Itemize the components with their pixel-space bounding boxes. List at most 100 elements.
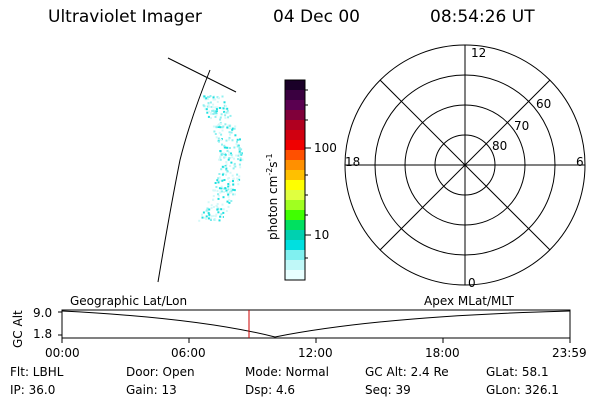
time-label: 08:54:26 UT bbox=[430, 7, 535, 27]
aurora-pixel bbox=[212, 206, 215, 208]
x-label-1200: 12:00 bbox=[298, 346, 333, 360]
aurora-pixel bbox=[217, 124, 220, 127]
colorbar-stripe bbox=[285, 180, 305, 191]
colorbar-frame bbox=[284, 79, 306, 281]
colorbar-stripe bbox=[285, 130, 305, 141]
aurora-pixel bbox=[219, 118, 222, 121]
aurora-pixel bbox=[236, 140, 238, 143]
aurora-pixel bbox=[230, 187, 233, 190]
aurora-pixel bbox=[234, 165, 237, 168]
aurora-pixel bbox=[212, 198, 215, 201]
aurora-pixel bbox=[213, 111, 216, 114]
aurora-pixel bbox=[239, 138, 241, 141]
aurora-emission bbox=[198, 95, 244, 222]
aurora-pixel bbox=[230, 152, 232, 155]
aurora-pixel bbox=[205, 108, 208, 111]
aurora-pixel bbox=[228, 151, 231, 154]
polar-ring-label-70: 70 bbox=[514, 119, 530, 133]
aurora-pixel bbox=[227, 111, 230, 114]
aurora-pixel bbox=[211, 109, 214, 112]
polar-label-6: 6 bbox=[576, 155, 584, 169]
aurora-pixel bbox=[218, 176, 221, 179]
aurora-pixel bbox=[233, 189, 236, 191]
aurora-pixel bbox=[225, 107, 227, 110]
aurora-pixel bbox=[210, 113, 213, 115]
aurora-pixel bbox=[230, 153, 233, 156]
aurora-pixel bbox=[221, 153, 224, 156]
aurora-pixel bbox=[221, 203, 224, 206]
aurora-pixel bbox=[233, 157, 235, 160]
aurora-pixel bbox=[219, 191, 222, 194]
aurora-pixel bbox=[218, 140, 220, 143]
date-label: 04 Dec 00 bbox=[273, 7, 360, 27]
aurora-pixel bbox=[221, 165, 224, 168]
aurora-pixel bbox=[203, 216, 206, 219]
aurora-pixel bbox=[237, 154, 240, 157]
aurora-pixel bbox=[236, 138, 239, 141]
aurora-pixel bbox=[233, 146, 236, 149]
aurora-pixel bbox=[218, 219, 221, 222]
ip-readout: IP: 36.0 bbox=[10, 383, 56, 397]
aurora-pixel bbox=[238, 147, 241, 150]
aurora-pixel bbox=[222, 196, 225, 199]
geographic-label: Geographic Lat/Lon bbox=[70, 294, 188, 308]
aurora-pixel bbox=[233, 162, 236, 165]
gain-readout: Gain: 13 bbox=[126, 383, 177, 397]
unit-exponent-s: -1 bbox=[265, 153, 274, 162]
aurora-pixel bbox=[217, 211, 220, 214]
aurora-pixel bbox=[227, 195, 230, 198]
aurora-pixel bbox=[211, 106, 214, 109]
aurora-pixel bbox=[225, 161, 228, 163]
aurora-pixel bbox=[228, 180, 231, 183]
aurora-pixel bbox=[235, 154, 238, 157]
aurora-pixel bbox=[217, 193, 219, 196]
aurora-pixel bbox=[229, 191, 232, 194]
colorbar-stripe bbox=[285, 80, 305, 91]
colorbar-stripe bbox=[285, 240, 305, 251]
seq-readout: Seq: 39 bbox=[365, 383, 411, 397]
y-label-bottom: 1.8 bbox=[33, 327, 53, 341]
unit-exponent-cm: -2 bbox=[265, 167, 274, 176]
aurora-pixel bbox=[215, 110, 218, 113]
aurora-pixel bbox=[233, 164, 236, 167]
colorbar-stripe bbox=[285, 120, 305, 131]
aurora-pixel bbox=[228, 138, 231, 141]
aurora-pixel bbox=[226, 191, 229, 194]
aurora-pixel bbox=[217, 137, 220, 140]
colorbar-stripe bbox=[285, 230, 305, 241]
aurora-pixel bbox=[224, 156, 227, 158]
aurora-pixel bbox=[203, 97, 206, 100]
aurora-pixel bbox=[220, 208, 223, 211]
x-label-2359: 23:59 bbox=[552, 346, 587, 360]
aurora-pixel bbox=[221, 95, 224, 98]
aurora-pixel bbox=[219, 107, 221, 109]
aurora-pixel bbox=[238, 175, 241, 178]
aurora-pixel bbox=[214, 215, 217, 218]
aurora-pixel bbox=[232, 177, 235, 180]
polar-ring-label-60: 60 bbox=[536, 97, 552, 111]
apex-label: Apex MLat/MLT bbox=[424, 294, 514, 308]
colorbar-stripe bbox=[285, 250, 305, 261]
x-label-1800: 18:00 bbox=[425, 346, 460, 360]
aurora-pixel bbox=[205, 97, 208, 100]
polar-plot bbox=[344, 44, 586, 286]
aurora-pixel bbox=[239, 159, 242, 162]
aurora-pixel bbox=[219, 116, 222, 119]
aurora-pixel bbox=[221, 143, 223, 146]
aurora-pixel bbox=[232, 193, 235, 196]
aurora-pixel bbox=[210, 204, 213, 207]
aurora-pixel bbox=[204, 105, 207, 108]
aurora-pixel bbox=[215, 186, 218, 188]
colorbar-stripe bbox=[285, 110, 305, 121]
aurora-pixel bbox=[228, 198, 231, 201]
aurora-pixel bbox=[226, 110, 229, 112]
aurora-pixel bbox=[223, 101, 226, 104]
polar-label-0: 0 bbox=[468, 276, 476, 290]
aurora-pixel bbox=[213, 130, 216, 133]
aurora-pixel bbox=[217, 194, 220, 197]
aurora-pixel bbox=[224, 114, 227, 117]
aurora-pixel bbox=[210, 215, 213, 218]
aurora-pixel bbox=[222, 107, 225, 110]
colorbar-label-10: 10 bbox=[314, 228, 330, 242]
